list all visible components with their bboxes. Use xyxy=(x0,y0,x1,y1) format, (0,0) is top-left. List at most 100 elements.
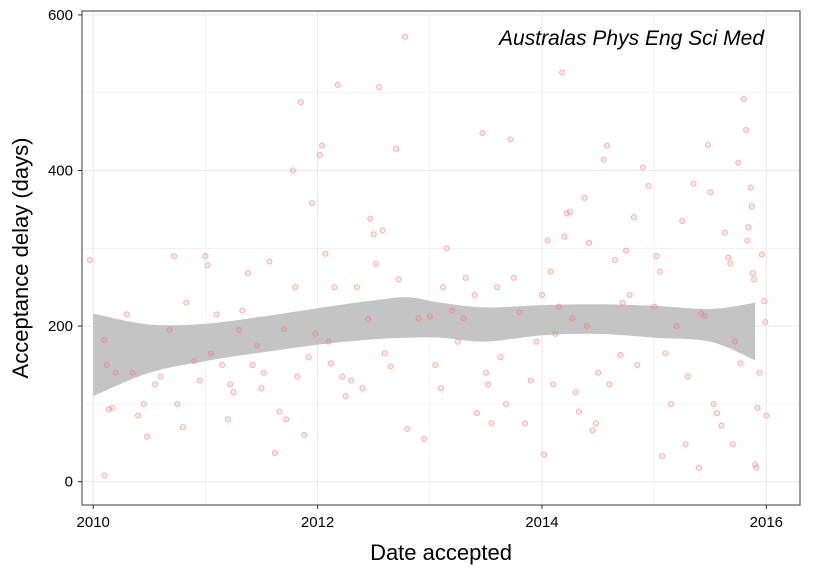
data-point xyxy=(402,33,409,40)
data-point xyxy=(109,404,116,411)
x-axis-title: Date accepted xyxy=(370,540,512,565)
data-point xyxy=(754,404,761,411)
data-point xyxy=(586,239,593,246)
data-point xyxy=(592,420,599,427)
data-point xyxy=(753,464,760,471)
data-point xyxy=(426,313,433,320)
data-point xyxy=(575,408,583,415)
data-point xyxy=(454,338,461,345)
data-point xyxy=(86,256,93,263)
data-points xyxy=(86,33,770,479)
data-point xyxy=(460,315,467,322)
data-point xyxy=(179,424,187,431)
data-point xyxy=(740,95,747,102)
data-point xyxy=(725,254,732,261)
data-point xyxy=(370,231,377,238)
data-point xyxy=(713,410,721,417)
data-point xyxy=(224,416,231,423)
data-point xyxy=(749,270,756,277)
data-point xyxy=(367,215,374,222)
data-point xyxy=(745,224,752,231)
data-point xyxy=(488,420,495,427)
data-point xyxy=(479,130,486,137)
data-point xyxy=(758,251,765,258)
data-point xyxy=(743,126,750,134)
data-point xyxy=(701,312,708,320)
data-point xyxy=(140,400,147,407)
data-point xyxy=(473,410,480,417)
data-point xyxy=(183,299,190,306)
data-point xyxy=(440,284,447,291)
data-point xyxy=(752,461,759,468)
data-point xyxy=(527,377,534,384)
data-point xyxy=(690,180,697,187)
data-point xyxy=(658,452,666,460)
data-point xyxy=(432,361,439,369)
smoother-confidence-band xyxy=(93,297,756,397)
data-point xyxy=(387,363,394,370)
data-point xyxy=(105,406,112,413)
data-point xyxy=(202,253,209,260)
data-point xyxy=(359,385,366,392)
data-point xyxy=(376,84,383,91)
data-point xyxy=(494,284,501,291)
data-point xyxy=(673,323,680,330)
data-point xyxy=(381,350,388,357)
data-point xyxy=(552,330,559,337)
data-point xyxy=(339,373,346,380)
y-tick-label: 200 xyxy=(48,318,73,335)
data-point xyxy=(372,260,379,267)
data-point xyxy=(721,229,728,236)
data-point xyxy=(707,189,714,196)
data-point xyxy=(319,142,326,149)
data-point xyxy=(249,361,256,369)
data-point xyxy=(157,373,164,380)
data-point xyxy=(236,326,243,334)
journal-annotation: Australas Phys Eng Sci Med xyxy=(497,27,765,50)
data-point xyxy=(522,420,529,427)
data-point xyxy=(507,136,514,143)
data-point xyxy=(603,142,611,149)
data-point xyxy=(762,319,769,326)
y-tick-labels: 0 200 400 600 xyxy=(48,7,73,491)
data-point xyxy=(541,451,548,458)
data-point xyxy=(260,369,267,376)
data-point xyxy=(443,245,450,252)
data-point xyxy=(619,299,626,306)
data-point xyxy=(271,449,279,456)
plot-border xyxy=(81,10,801,506)
data-point xyxy=(645,182,652,190)
x-tick-label: 2010 xyxy=(77,514,110,531)
data-point xyxy=(581,194,588,201)
data-point xyxy=(662,350,669,357)
data-point xyxy=(731,338,738,345)
data-point xyxy=(695,464,703,471)
data-point xyxy=(342,393,349,400)
data-point xyxy=(763,412,770,419)
data-point xyxy=(617,351,624,358)
data-point xyxy=(471,291,478,299)
data-point xyxy=(667,400,675,407)
data-point xyxy=(656,268,663,275)
data-point xyxy=(325,338,332,345)
y-axis-title: Acceptance delay (days) xyxy=(8,138,33,379)
data-point xyxy=(151,381,158,388)
data-point xyxy=(533,338,540,345)
data-point xyxy=(166,326,173,334)
data-point xyxy=(191,358,198,365)
data-point xyxy=(322,250,329,257)
data-point xyxy=(559,69,566,76)
data-point xyxy=(437,385,445,392)
data-point xyxy=(583,323,590,330)
data-point xyxy=(606,381,613,388)
data-point xyxy=(292,284,299,291)
data-point xyxy=(611,256,618,263)
data-point xyxy=(258,385,265,392)
data-point xyxy=(112,369,119,376)
data-point xyxy=(651,303,658,310)
data-point xyxy=(729,441,736,448)
data-point xyxy=(682,441,689,448)
data-point xyxy=(727,260,734,267)
data-point xyxy=(630,214,638,221)
x-tick-label: 2016 xyxy=(750,514,783,531)
